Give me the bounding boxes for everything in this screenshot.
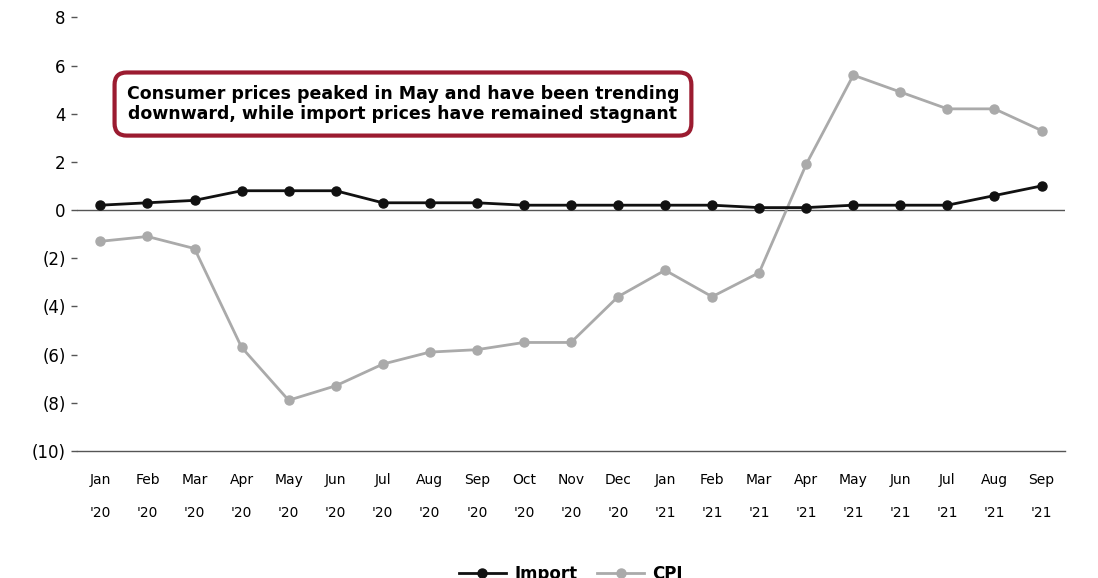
Text: Nov: Nov (558, 473, 584, 487)
Text: Dec: Dec (605, 473, 631, 487)
Text: Consumer prices peaked in May and have been trending
downward, while import pric: Consumer prices peaked in May and have b… (126, 84, 680, 124)
Legend: Import, CPI: Import, CPI (452, 558, 690, 578)
Text: '20: '20 (560, 506, 582, 520)
Text: Oct: Oct (512, 473, 536, 487)
Text: '21: '21 (702, 506, 722, 520)
Text: '21: '21 (749, 506, 770, 520)
Text: Jan: Jan (654, 473, 675, 487)
Text: '21: '21 (842, 506, 864, 520)
Text: '20: '20 (513, 506, 535, 520)
Text: Jun: Jun (325, 473, 347, 487)
Text: '20: '20 (231, 506, 253, 520)
Text: '20: '20 (372, 506, 393, 520)
Text: '21: '21 (889, 506, 911, 520)
Text: May: May (839, 473, 867, 487)
Text: Sep: Sep (1029, 473, 1054, 487)
Text: Apr: Apr (229, 473, 254, 487)
Text: '20: '20 (419, 506, 440, 520)
Text: May: May (274, 473, 303, 487)
Text: Mar: Mar (181, 473, 208, 487)
Text: '20: '20 (325, 506, 346, 520)
Text: Jul: Jul (374, 473, 391, 487)
Text: '20: '20 (607, 506, 629, 520)
Text: Jan: Jan (90, 473, 111, 487)
Text: Jun: Jun (889, 473, 911, 487)
Text: '21: '21 (937, 506, 959, 520)
Text: '20: '20 (137, 506, 158, 520)
Text: Feb: Feb (699, 473, 725, 487)
Text: '21: '21 (984, 506, 1006, 520)
Text: Sep: Sep (463, 473, 490, 487)
Text: Aug: Aug (416, 473, 444, 487)
Text: '21: '21 (1031, 506, 1052, 520)
Text: '21: '21 (654, 506, 676, 520)
Text: '20: '20 (467, 506, 488, 520)
Text: '21: '21 (795, 506, 817, 520)
Text: Jul: Jul (939, 473, 955, 487)
Text: Aug: Aug (981, 473, 1008, 487)
Text: '20: '20 (183, 506, 205, 520)
Text: Mar: Mar (746, 473, 772, 487)
Text: '20: '20 (278, 506, 300, 520)
Text: '20: '20 (90, 506, 111, 520)
Text: Feb: Feb (135, 473, 159, 487)
Text: Apr: Apr (794, 473, 818, 487)
